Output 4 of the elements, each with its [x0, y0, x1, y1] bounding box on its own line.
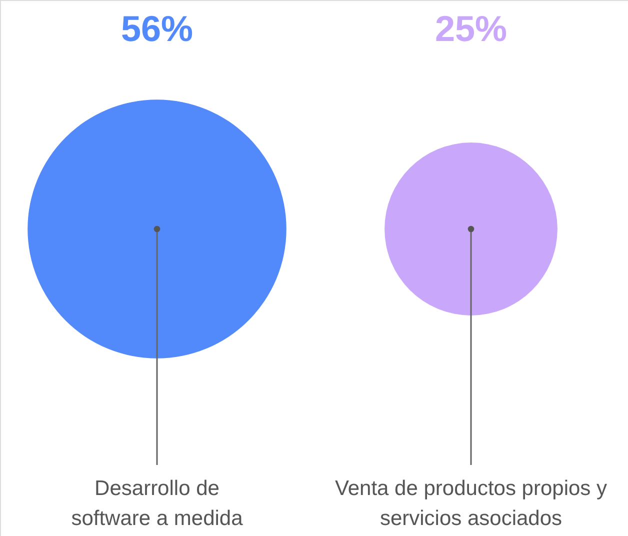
data-label: 25% — [434, 8, 508, 49]
data-label: 56% — [120, 8, 194, 49]
category-label: Desarrollo de software a medida — [71, 477, 244, 530]
category-label: Venta de productos propios y servicios asociados — [334, 477, 608, 530]
